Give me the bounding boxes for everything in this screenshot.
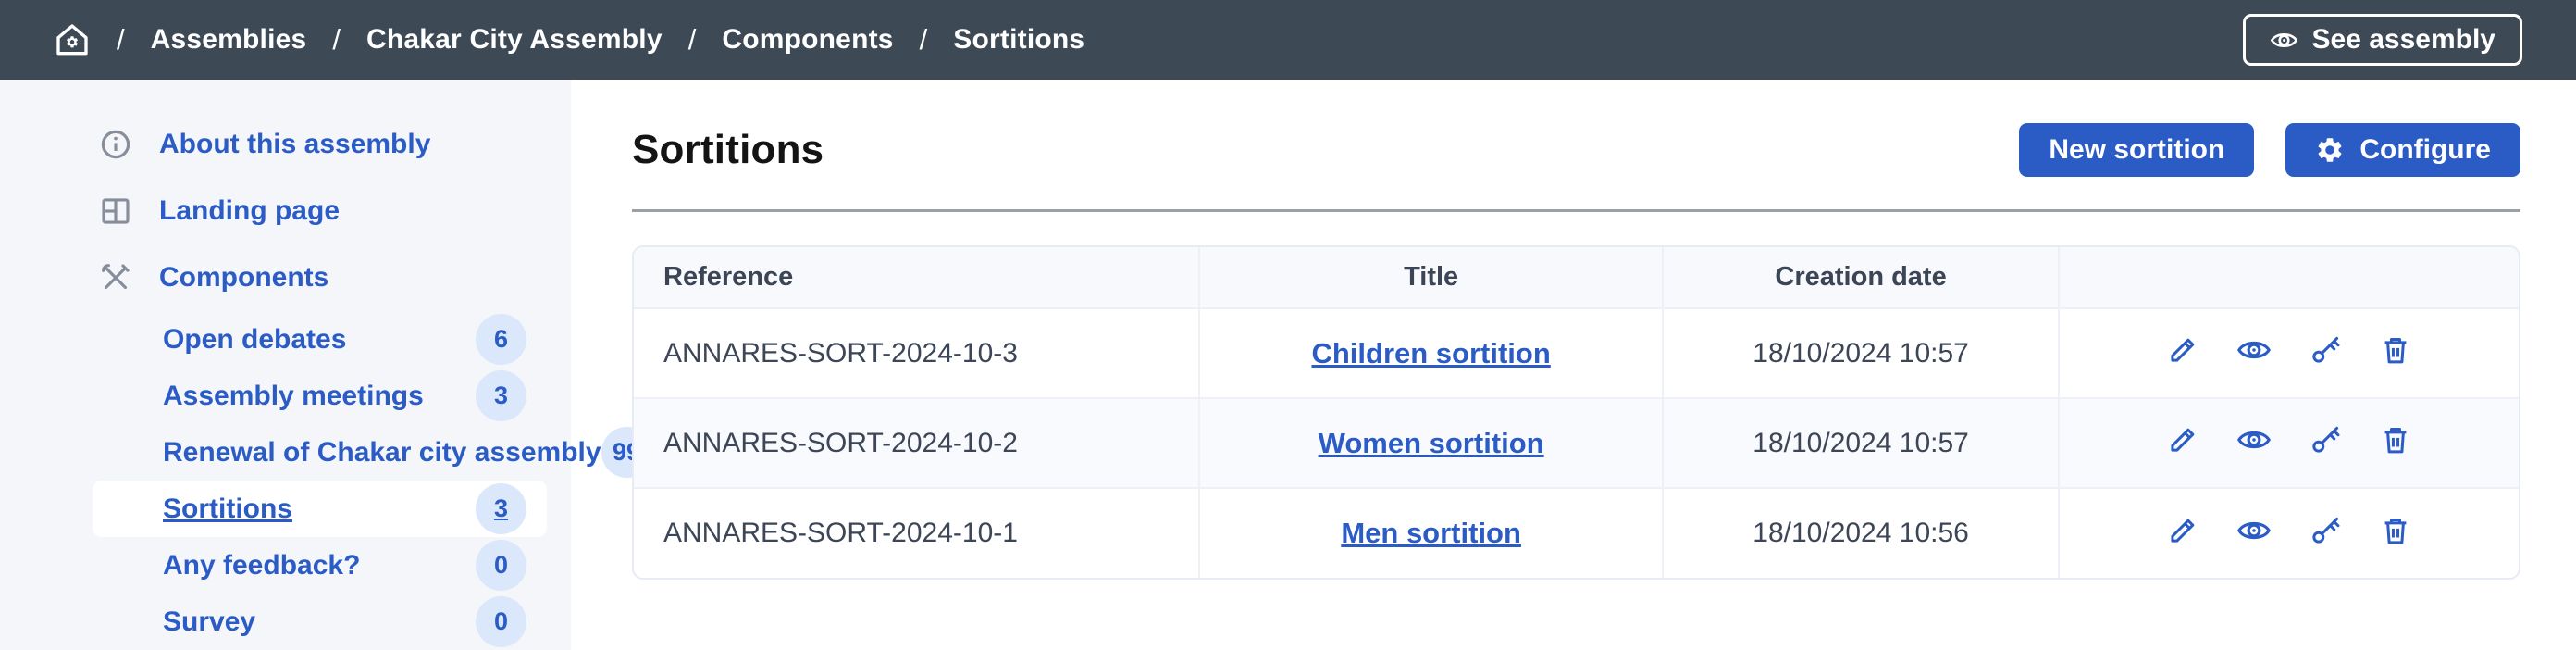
sidebar-item-label: Components [159,262,329,293]
sidebar-item-label: Open debates [163,323,347,355]
sidebar-item-label: Survey [163,606,256,637]
header-reference: Reference [634,247,1200,308]
section-divider [632,209,2520,212]
creation-date-cell: 18/10/2024 10:57 [1662,307,2059,398]
header-title: Title [1198,247,1664,308]
sidebar: About this assembly Landing page Compone… [0,80,652,650]
sidebar-item-label: Renewal of Chakar city assembly [163,436,601,468]
reference-cell: ANNARES-SORT-2024-10-3 [634,307,1200,398]
key-icon [2312,426,2340,453]
sidebar-item-assembly-meetings[interactable]: Assembly meetings 3 [93,368,547,424]
breadcrumb-sortitions[interactable]: Sortitions [953,24,1085,55]
table-header-row: Reference Title Creation date [634,247,2519,308]
sidebar-item-label: Any feedback? [163,549,361,581]
trash-icon [2384,337,2408,364]
sidebar-item-renewal[interactable]: Renewal of Chakar city assembly 99 [93,424,652,481]
main-content: Sortitions New sortition Configure [571,80,2576,650]
edit-button[interactable] [2166,333,2199,367]
sidebar-item-label: Sortitions [163,493,292,524]
breadcrumb-bar: / Assemblies / Chakar City Assembly / Co… [0,0,2576,80]
reference-cell: ANNARES-SORT-2024-10-2 [634,397,1200,488]
sortition-title-link[interactable]: Women sortition [1318,426,1544,459]
trash-icon [2384,518,2408,544]
sidebar-item-survey[interactable]: Survey 0 [93,594,547,650]
pencil-icon [2171,519,2195,543]
sortitions-table: Reference Title Creation date ANNARES-SO… [632,245,2520,580]
new-sortition-button[interactable]: New sortition [2019,123,2255,177]
reference-cell: ANNARES-SORT-2024-10-1 [634,487,1200,578]
breadcrumb-assemblies[interactable]: Assemblies [150,24,307,55]
header-actions [2057,247,2519,308]
edit-button[interactable] [2166,423,2199,456]
sidebar-item-open-debates[interactable]: Open debates 6 [93,311,547,368]
sortition-title-link[interactable]: Children sortition [1311,336,1551,369]
table-row: ANNARES-SORT-2024-10-2 Women sortition 1… [634,397,2519,488]
permissions-button[interactable] [2309,514,2342,547]
count-badge: 0 [476,540,526,591]
breadcrumb-separator: / [687,23,697,56]
header-creation-date: Creation date [1662,247,2059,308]
breadcrumb-components[interactable]: Components [722,24,894,55]
permissions-button[interactable] [2309,333,2342,367]
see-assembly-label: See assembly [2311,24,2496,55]
layout-icon [102,198,130,224]
sortition-title-link[interactable]: Men sortition [1341,517,1521,549]
breadcrumb-separator: / [919,23,928,56]
edit-button[interactable] [2166,514,2199,547]
sidebar-item-sortitions[interactable]: Sortitions 3 [93,481,547,537]
creation-date-cell: 18/10/2024 10:57 [1662,397,2059,488]
sidebar-item-label: Assembly meetings [163,380,424,411]
info-icon [101,130,130,159]
sidebar-item-landing-page[interactable]: Landing page [0,178,571,244]
eye-icon [2270,32,2297,47]
eye-icon [2237,521,2271,539]
page-title: Sortitions [632,127,824,172]
table-row: ANNARES-SORT-2024-10-1 Men sortition 18/… [634,487,2519,578]
sidebar-item-about[interactable]: About this assembly [0,111,571,178]
tools-icon [102,264,130,290]
preview-button[interactable] [2236,332,2272,368]
sidebar-item-label: Landing page [159,195,340,226]
home-gear-icon[interactable] [54,21,91,58]
table-row: ANNARES-SORT-2024-10-3 Children sortitio… [634,307,2519,398]
breadcrumb-separator: / [117,23,125,56]
eye-icon [2237,341,2271,359]
key-icon [2312,517,2340,544]
preview-button[interactable] [2236,513,2272,548]
preview-button[interactable] [2236,422,2272,457]
permissions-button[interactable] [2309,423,2342,456]
pencil-icon [2171,428,2195,452]
count-badge: 3 [476,370,526,421]
key-icon [2312,336,2340,363]
sidebar-item-any-feedback[interactable]: Any feedback? 0 [93,537,547,594]
new-sortition-label: New sortition [2049,134,2225,165]
eye-icon [2237,431,2271,449]
creation-date-cell: 18/10/2024 10:56 [1662,487,2059,578]
count-badge: 0 [476,596,526,647]
count-badge: 6 [476,314,526,365]
sidebar-item-label: About this assembly [159,129,431,159]
configure-button[interactable]: Configure [2285,123,2520,177]
sidebar-item-components[interactable]: Components [0,244,571,311]
delete-button[interactable] [2379,423,2412,456]
delete-button[interactable] [2379,333,2412,367]
breadcrumb-separator: / [332,23,341,56]
pencil-icon [2171,338,2195,362]
count-badge: 3 [476,483,526,534]
configure-label: Configure [2359,134,2491,165]
breadcrumb-assembly-name[interactable]: Chakar City Assembly [366,24,663,55]
trash-icon [2384,427,2408,454]
delete-button[interactable] [2379,514,2412,547]
gear-icon [2318,138,2342,162]
see-assembly-button[interactable]: See assembly [2242,14,2522,66]
